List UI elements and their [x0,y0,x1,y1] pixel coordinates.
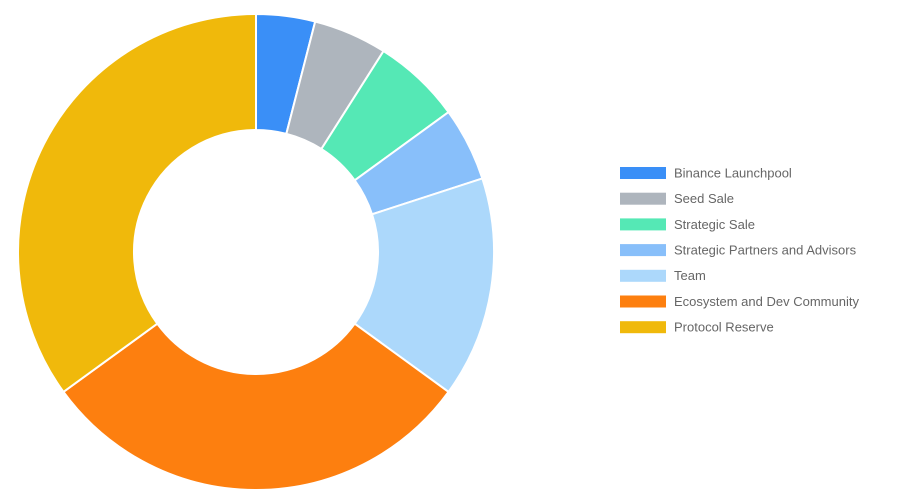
legend-swatch[interactable] [620,295,666,308]
legend-swatch[interactable] [620,167,666,179]
donut-segment [62,322,450,491]
legend-swatch[interactable] [620,244,666,257]
legend-label[interactable]: Strategic Partners and Advisors [674,243,857,258]
legend-label[interactable]: Ecosystem and Dev Community [674,294,859,309]
legend-swatch[interactable] [620,192,666,205]
legend-label[interactable]: Strategic Sale [674,217,755,232]
legend-swatch[interactable] [620,218,666,231]
legend-label[interactable]: Seed Sale [674,191,734,206]
legend-label[interactable]: Protocol Reserve [674,320,774,335]
donut-segment [353,177,495,394]
legend-swatch[interactable] [620,269,666,282]
legend-swatch[interactable] [620,321,666,334]
legend-label[interactable]: Team [674,268,706,283]
legend-label[interactable]: Binance Launchpool [674,165,792,180]
donut-segment [17,12,257,394]
